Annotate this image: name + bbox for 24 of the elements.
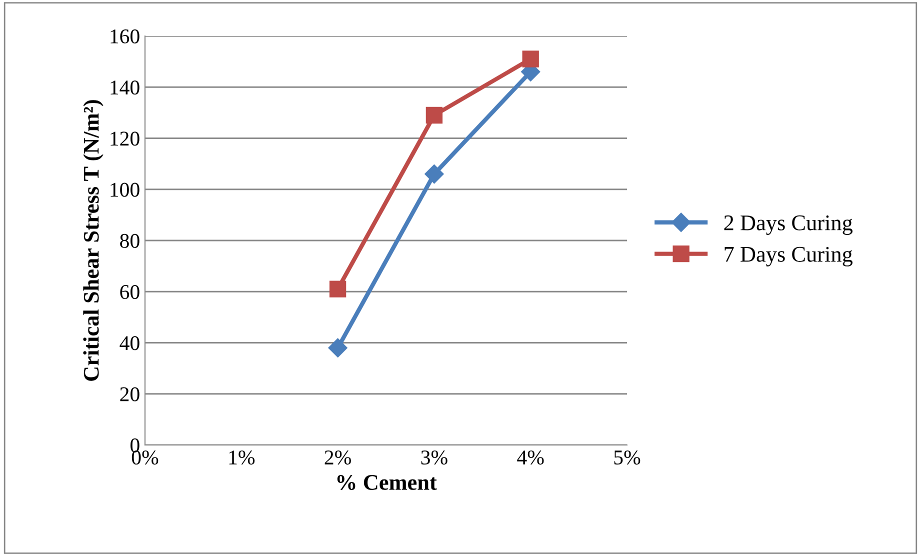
- point: [328, 338, 348, 358]
- y-tick-label: 60: [120, 285, 140, 300]
- x-tick-label: 3%: [421, 450, 448, 465]
- x-axis-title: % Cement: [337, 474, 437, 490]
- y-tick-label: 140: [110, 80, 140, 95]
- y-tick-label: 100: [110, 182, 140, 197]
- point: [426, 106, 443, 124]
- point: [522, 50, 539, 68]
- y-tick-label: 40: [120, 336, 140, 350]
- y-tick-label: 0: [130, 438, 140, 452]
- x-tick-label: 0%: [132, 450, 158, 465]
- point: [329, 280, 346, 298]
- point: [424, 164, 444, 184]
- x-tick-label: 1%: [229, 450, 255, 465]
- x-tick-label: 5%: [614, 450, 640, 465]
- y-tick-label: 80: [120, 234, 140, 248]
- y-axis-title: Critical Shear Stress T (N/m²): [83, 100, 104, 381]
- y-tick-label: 120: [110, 132, 140, 146]
- x-tick-label: 4%: [517, 450, 544, 465]
- y-tick-label: 160: [110, 29, 140, 44]
- legend-label: 7 Days Curing: [724, 246, 853, 266]
- y-tick-label: 20: [120, 387, 140, 402]
- legend-label: 2 Days Curing: [724, 215, 853, 235]
- x-tick-label: 2%: [324, 450, 351, 465]
